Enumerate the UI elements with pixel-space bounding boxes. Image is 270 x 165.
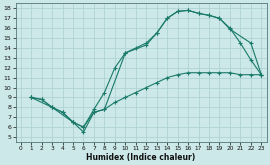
- X-axis label: Humidex (Indice chaleur): Humidex (Indice chaleur): [86, 152, 196, 162]
